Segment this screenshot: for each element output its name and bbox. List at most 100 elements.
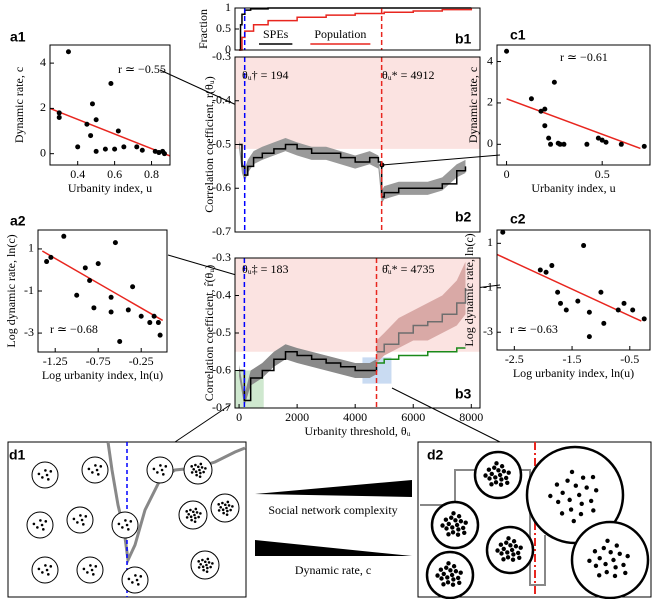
y-tick-label: -1 [483, 280, 493, 294]
node [450, 573, 454, 577]
node [226, 513, 229, 516]
node [202, 569, 205, 572]
x-tick-label: -0.25 [129, 354, 154, 368]
node [489, 482, 493, 486]
node [49, 565, 52, 568]
node [555, 482, 559, 486]
scatter-point [94, 117, 99, 122]
node [440, 523, 444, 527]
y-tick-label: -3 [483, 324, 493, 338]
panel-label: a2 [10, 213, 26, 229]
node [567, 498, 571, 502]
legend-label: SPEs [263, 27, 289, 41]
node [493, 475, 497, 479]
node [498, 473, 502, 477]
node [94, 464, 97, 467]
node [593, 549, 597, 553]
scatter-point [109, 310, 114, 315]
node [492, 466, 496, 470]
scatter-point [74, 293, 79, 298]
x-tick-label: 6000 [401, 410, 425, 424]
scatter-point [158, 333, 163, 338]
scatter-point [87, 278, 92, 283]
y-axis-label: Correlation coefficient, r(θᵤ) [202, 76, 216, 212]
node [444, 518, 448, 522]
node [229, 509, 232, 512]
node [96, 469, 99, 472]
wedge [255, 540, 412, 556]
y-tick-label: 2 [487, 95, 493, 109]
annotation: θᵤ* = 4912 [382, 68, 434, 82]
node [197, 560, 200, 563]
scatter-point [584, 142, 589, 147]
node [206, 570, 209, 573]
node [570, 470, 574, 474]
scatter-point [546, 136, 551, 141]
y-tick-label: -0.7 [212, 224, 231, 238]
node [611, 558, 615, 562]
node [197, 516, 200, 519]
annotation: r ≃ −0.63 [510, 322, 558, 336]
scatter-point [130, 284, 135, 289]
node [44, 564, 47, 567]
node [196, 511, 199, 514]
scatter-point [75, 144, 80, 149]
node [589, 499, 593, 503]
node [506, 536, 510, 540]
node [42, 528, 45, 531]
scatter-point [57, 110, 62, 115]
node [501, 557, 505, 561]
node [439, 568, 443, 572]
x-tick-label: 8000 [459, 410, 483, 424]
scatter-point [575, 299, 580, 304]
node [190, 515, 193, 518]
node [199, 563, 202, 566]
y-tick-label: 0.5 [216, 21, 231, 35]
node [618, 552, 622, 556]
node [222, 512, 225, 515]
scatter-point [630, 308, 635, 313]
y-tick-label: -1 [24, 283, 34, 297]
node [602, 546, 606, 550]
y-tick-label: 4 [487, 53, 493, 67]
node [483, 473, 487, 477]
node [131, 581, 134, 584]
scatter-point [504, 49, 509, 54]
node [512, 539, 516, 543]
node [136, 579, 139, 582]
fit-line [50, 108, 170, 156]
x-tick-label: 0 [504, 167, 510, 181]
scatter-point [134, 144, 139, 149]
arrow-label: Social network complexity [268, 503, 397, 517]
node [200, 463, 203, 466]
node [625, 554, 629, 558]
node [502, 469, 506, 473]
node [49, 470, 52, 473]
node [46, 569, 49, 572]
node [99, 465, 102, 468]
node [508, 543, 512, 547]
node [202, 471, 205, 474]
node [584, 485, 588, 489]
node [490, 472, 494, 476]
node [556, 500, 560, 504]
network [191, 551, 219, 579]
scatter-point [587, 310, 592, 315]
y-tick-label: -3 [24, 325, 34, 339]
node [579, 512, 583, 516]
node [41, 476, 44, 479]
y-tick-label: 2 [40, 100, 46, 114]
panel-label: a1 [10, 29, 26, 45]
node [190, 519, 193, 522]
node [139, 575, 142, 578]
node [597, 573, 601, 577]
node [441, 582, 445, 586]
scatter-point [642, 316, 647, 321]
scatter-point [598, 290, 603, 295]
scatter-point [66, 49, 71, 54]
node [221, 502, 224, 505]
node [560, 491, 564, 495]
scatter-point [549, 263, 554, 268]
